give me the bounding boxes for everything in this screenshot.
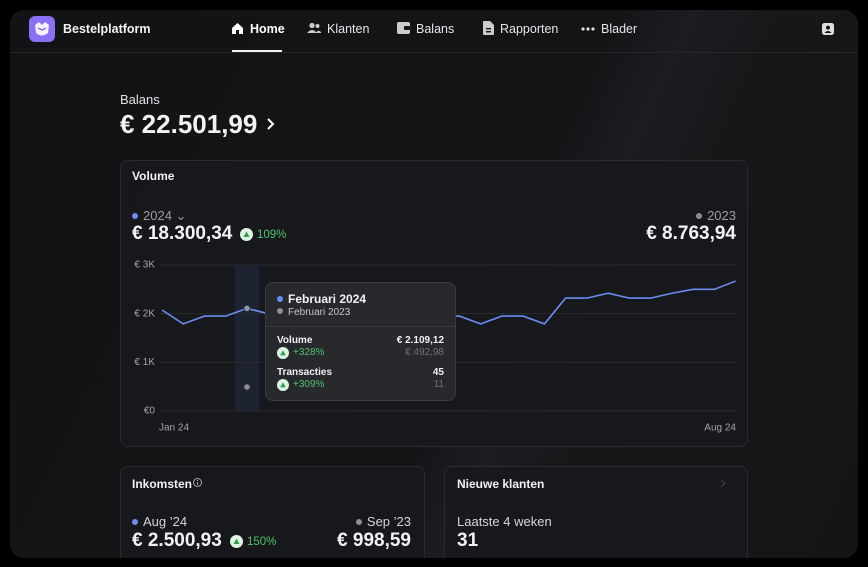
tooltip-row-label: Volume xyxy=(277,335,313,346)
y-tick-label: € 2K xyxy=(134,308,155,319)
tooltip-row-value: 45 xyxy=(432,367,444,378)
nav-item[interactable]: Balans xyxy=(416,22,455,36)
tooltip-divider xyxy=(266,326,455,327)
new-customers-card xyxy=(444,466,748,558)
y-tick-label: € 3K xyxy=(134,260,155,271)
top-bar xyxy=(10,10,858,53)
income-change: 150% xyxy=(247,536,277,548)
tooltip xyxy=(265,282,456,401)
card-title: Volume xyxy=(132,169,175,183)
legend-previous[interactable]: 2023 xyxy=(696,208,736,223)
legend-label: 2024 xyxy=(143,208,172,223)
up-badge xyxy=(230,535,243,548)
tooltip-row-label: Transacties xyxy=(277,367,333,378)
period-label: Aug ’24 xyxy=(143,514,188,529)
tooltip-row-value: € 2.109,12 xyxy=(396,335,444,346)
up-badge xyxy=(277,379,289,391)
previous-amount: € 8.763,94 xyxy=(646,223,736,244)
brand-name: Bestelplatform xyxy=(63,22,151,36)
reports-icon xyxy=(483,21,494,35)
tooltip-title: Februari 2024 xyxy=(277,292,366,306)
tooltip-dot xyxy=(277,296,283,302)
up-badge xyxy=(277,347,289,359)
up-badge xyxy=(240,228,253,241)
card-title: Inkomsten xyxy=(132,477,193,491)
legend-dot xyxy=(355,519,362,525)
tooltip-title-text: Februari 2024 xyxy=(288,292,367,306)
chevron[interactable] xyxy=(720,479,726,488)
nav-underline xyxy=(232,50,282,52)
x-tick-label: Aug 24 xyxy=(704,423,736,434)
legend-dot xyxy=(132,213,138,219)
nav-item[interactable]: Home xyxy=(250,22,285,36)
balance-icon xyxy=(397,22,410,34)
account-icon[interactable] xyxy=(822,23,834,35)
tooltip-row-change: +328% xyxy=(293,347,325,358)
nav-item[interactable]: Rapporten xyxy=(500,22,559,36)
income-previous-amount: € 998,59 xyxy=(337,530,411,551)
tooltip-dot xyxy=(277,308,283,314)
current-amount: € 18.300,34 xyxy=(132,223,233,244)
nav-item[interactable]: Blader xyxy=(601,22,638,36)
tooltip-row-previous: € 492,98 xyxy=(405,347,444,358)
tooltip-row-previous: 11 xyxy=(433,379,444,390)
legend-dot xyxy=(132,519,138,525)
nav-item[interactable]: Klanten xyxy=(327,22,370,36)
period-label: Laatste 4 weken xyxy=(457,514,552,529)
income-previous-period: Sep ’23 xyxy=(355,514,411,529)
app-window: Bestelplatform Home Klanten Balans Rappo… xyxy=(10,10,858,558)
income-current-period: Aug ’24 xyxy=(132,514,187,529)
home-icon xyxy=(232,23,243,34)
y-tick-label: €0 xyxy=(144,406,156,417)
stage: Bestelplatform Home Klanten Balans Rappo… xyxy=(10,10,858,558)
tooltip-subtitle-text: Februari 2023 xyxy=(288,307,351,318)
logo[interactable] xyxy=(29,16,55,42)
income-card xyxy=(120,466,425,558)
customers-icon xyxy=(307,22,321,33)
legend-label: 2023 xyxy=(707,208,736,223)
tooltip-row-change: +309% xyxy=(293,379,325,390)
more-icon xyxy=(581,27,595,31)
info-icon[interactable] xyxy=(193,478,202,487)
balance-label: Balans xyxy=(120,92,160,107)
chevron xyxy=(267,118,275,130)
x-tick-label: Jan 24 xyxy=(159,423,189,434)
legend-dot xyxy=(696,213,703,219)
y-tick-label: € 1K xyxy=(134,357,155,368)
legend-current[interactable]: 2024 ⌄ xyxy=(132,208,186,223)
balance-amount[interactable]: € 22.501,99 xyxy=(120,109,258,139)
point xyxy=(243,383,251,391)
period-label: Sep ’23 xyxy=(366,514,411,529)
point xyxy=(243,304,251,313)
customer-count: 31 xyxy=(457,530,479,551)
tooltip-subtitle: Februari 2023 xyxy=(277,307,350,319)
card-title: Nieuwe klanten xyxy=(457,477,545,491)
change: 109% xyxy=(257,229,287,241)
income-current-amount: € 2.500,93 xyxy=(132,530,222,551)
